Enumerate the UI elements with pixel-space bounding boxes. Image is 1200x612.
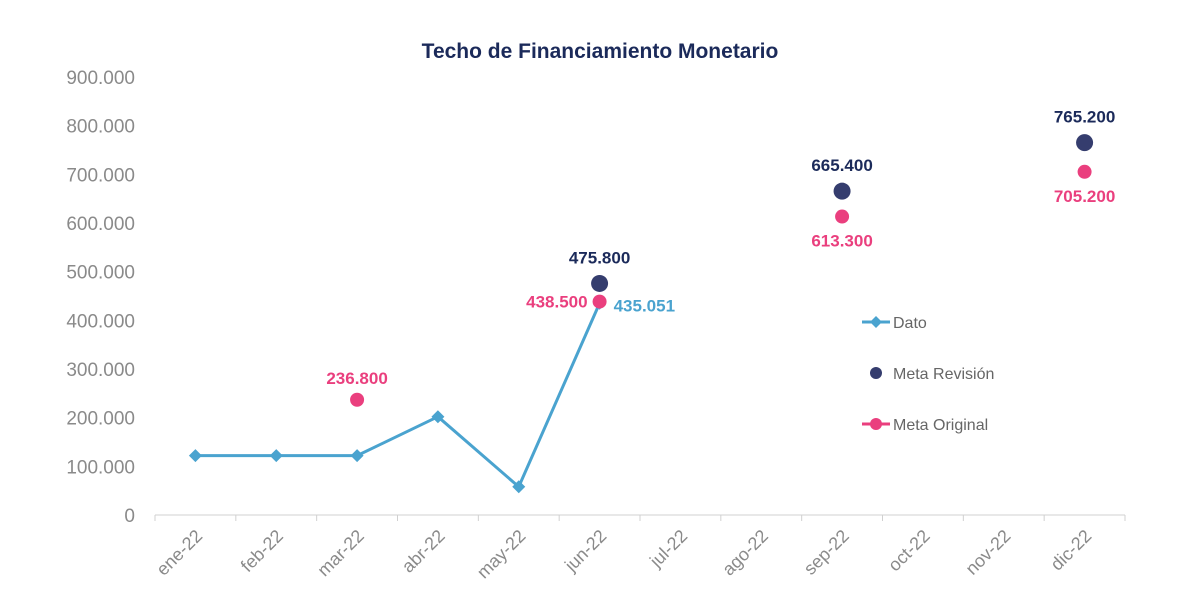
meta-revision-point [833, 182, 851, 200]
meta-revision-point [1076, 134, 1094, 152]
y-tick-label: 100.000 [66, 457, 135, 478]
meta-original-point [1077, 164, 1092, 179]
y-tick-label: 900.000 [66, 68, 135, 89]
meta-original-data-label: 236.800 [326, 369, 387, 388]
dato-point [350, 449, 364, 463]
dato-point [512, 480, 526, 494]
x-tick-label: ago-22 [718, 526, 772, 580]
x-tick-label: abr-22 [398, 526, 449, 577]
x-tick-label: mar-22 [313, 526, 367, 580]
y-tick-label: 200.000 [66, 409, 135, 430]
legend-meta-revision-marker [870, 367, 882, 379]
x-tick-label: dic-22 [1047, 526, 1096, 575]
x-tick-label: oct-22 [884, 526, 934, 576]
meta-revision-point [591, 274, 609, 292]
legend-meta-revision-label: Meta Revisión [893, 366, 994, 383]
x-tick-label: jul-22 [645, 526, 691, 572]
y-tick-label: 600.000 [66, 214, 135, 235]
y-tick-label: 700.000 [66, 165, 135, 186]
chart-title: Techo de Financiamiento Monetario [421, 40, 779, 63]
y-tick-label: 400.000 [66, 311, 135, 332]
meta-original-point [592, 294, 607, 309]
meta-original-data-label: 613.300 [811, 232, 872, 251]
x-tick-label: nov-22 [962, 526, 1015, 579]
y-tick-label: 300.000 [66, 360, 135, 381]
x-tick-label: ene-22 [152, 526, 206, 580]
dato-point [431, 410, 445, 424]
meta-revision-data-label: 665.400 [811, 156, 872, 175]
dato-series-line [195, 302, 601, 489]
meta-revision-data-label: 475.800 [569, 248, 630, 267]
dato-point [188, 449, 202, 463]
dato-point [269, 449, 283, 463]
legend-dato-marker [870, 316, 882, 328]
x-tick-label: sep-22 [800, 526, 853, 579]
meta-original-point [835, 209, 850, 224]
x-tick-label: may-22 [473, 526, 530, 583]
y-tick-label: 0 [124, 506, 135, 527]
meta-original-data-label: 438.500 [526, 293, 587, 312]
legend-meta-original-marker [870, 418, 882, 430]
meta-original-data-label: 705.200 [1054, 187, 1115, 206]
meta-original-point [350, 392, 365, 407]
legend-meta-original-label: Meta Original [893, 417, 988, 434]
y-tick-label: 800.000 [66, 117, 135, 138]
x-tick-label: feb-22 [237, 526, 287, 576]
y-tick-label: 500.000 [66, 263, 135, 284]
meta-revision-data-label: 765.200 [1054, 108, 1115, 127]
dato-data-label: 435.051 [614, 296, 675, 315]
x-tick-label: jun-22 [560, 526, 610, 576]
legend-dato-label: Dato [893, 315, 927, 332]
